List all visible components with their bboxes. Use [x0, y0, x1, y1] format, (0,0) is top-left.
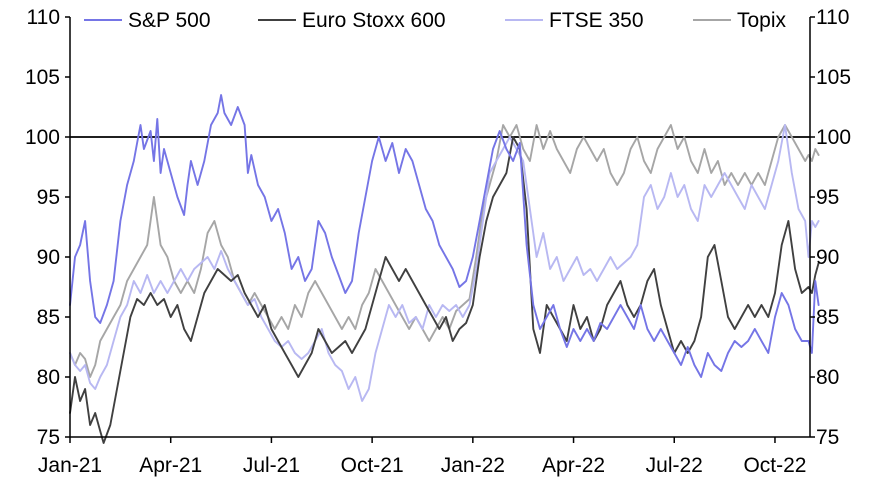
y-tick-label: 75 — [37, 426, 60, 449]
y-axis-left: 75 80 85 90 95 100 105 110 — [25, 6, 70, 449]
y-tick-label: 80 — [37, 366, 60, 389]
x-axis: Jan-21 Apr-21 Jul-21 Oct-21 Jan-22 Apr-22 Jul-… — [38, 437, 806, 477]
x-tick-label: Jan-22 — [441, 454, 505, 477]
y-tick-label-right: 110 — [816, 6, 849, 29]
legend-label: Euro Stoxx 600 — [302, 9, 446, 32]
legend-label: S&P 500 — [128, 9, 211, 32]
x-tick-label: Apr-22 — [542, 454, 605, 477]
x-tick-label: Jul-22 — [646, 454, 703, 477]
y-tick-label: 95 — [37, 186, 60, 209]
series-line-euro-stoxx-600 — [69, 136, 820, 444]
x-tick-label: Oct-22 — [743, 454, 806, 477]
y-tick-label: 110 — [27, 6, 60, 29]
y-tick-label: 90 — [37, 246, 60, 269]
y-tick-label: 85 — [37, 306, 60, 329]
series-line-topix — [69, 124, 820, 378]
series-line-s-p-500 — [69, 94, 820, 378]
series-layer — [69, 94, 820, 444]
legend-label: FTSE 350 — [549, 9, 644, 32]
y-tick-label: 105 — [25, 66, 60, 89]
y-tick-label: 100 — [25, 126, 60, 149]
y-axis-right: 75 80 85 90 95 100 105 110 — [810, 6, 851, 449]
axis-layer — [69, 17, 811, 438]
y-tick-label-right: 75 — [816, 426, 839, 449]
x-tick-label: Oct-21 — [341, 454, 404, 477]
y-tick-label-right: 100 — [816, 126, 851, 149]
y-tick-label-right: 90 — [816, 246, 839, 269]
series-line-ftse-350 — [69, 124, 820, 402]
y-tick-label-right: 95 — [816, 186, 839, 209]
y-tick-label-right: 105 — [816, 66, 851, 89]
y-tick-label-right: 80 — [816, 366, 839, 389]
legend-label: Topix — [737, 9, 787, 32]
x-tick-label: Jul-21 — [243, 454, 300, 477]
x-tick-label: Jan-21 — [38, 454, 102, 477]
x-tick-label: Apr-21 — [139, 454, 202, 477]
y-tick-label-right: 85 — [816, 306, 839, 329]
legend: S&P 500 Euro Stoxx 600 FTSE 350 Topix — [84, 9, 787, 32]
